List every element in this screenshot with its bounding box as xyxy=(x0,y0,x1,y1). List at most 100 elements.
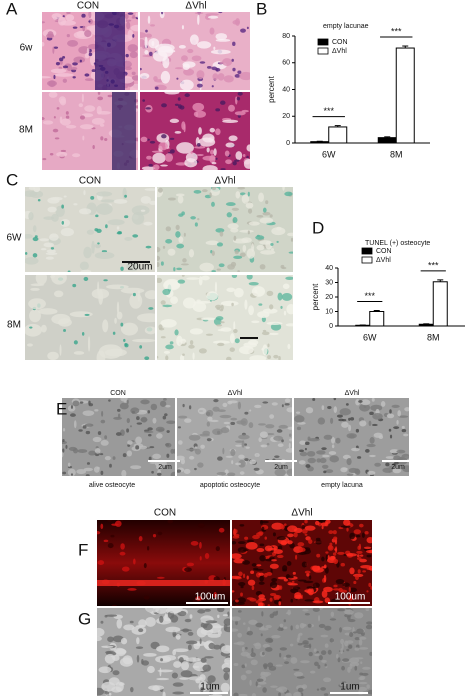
texture xyxy=(175,633,181,640)
texture xyxy=(355,428,360,433)
texture xyxy=(222,119,239,124)
texture xyxy=(72,76,76,79)
texture xyxy=(221,58,233,67)
texture xyxy=(285,448,292,453)
texture xyxy=(274,468,286,476)
texture xyxy=(219,61,225,64)
x-tick-label: 8M xyxy=(390,149,403,159)
texture xyxy=(123,624,135,631)
texture xyxy=(265,200,269,205)
texture xyxy=(145,29,148,33)
texture xyxy=(222,402,228,408)
texture xyxy=(217,342,225,347)
texture xyxy=(239,524,245,527)
texture xyxy=(199,262,214,272)
texture xyxy=(385,456,395,459)
texture xyxy=(220,427,230,434)
texture xyxy=(354,612,364,619)
texture xyxy=(221,645,230,654)
texture xyxy=(248,339,259,346)
texture xyxy=(343,520,351,526)
micrograph xyxy=(177,398,292,476)
texture xyxy=(222,447,225,455)
column-header: ΔVhl xyxy=(214,176,235,187)
texture xyxy=(285,276,293,281)
texture xyxy=(180,338,187,344)
texture xyxy=(307,637,314,641)
texture xyxy=(59,57,64,62)
texture xyxy=(253,467,260,471)
texture xyxy=(157,277,163,284)
texture xyxy=(211,161,217,165)
texture xyxy=(227,611,230,617)
texture xyxy=(130,407,140,414)
texture xyxy=(307,587,314,596)
texture xyxy=(231,302,234,307)
texture xyxy=(277,443,284,447)
texture xyxy=(126,450,133,457)
texture xyxy=(165,404,171,408)
texture xyxy=(335,546,338,554)
texture xyxy=(360,564,372,569)
texture xyxy=(299,449,304,453)
texture xyxy=(346,553,358,557)
texture xyxy=(185,640,198,645)
texture xyxy=(316,553,321,558)
texture xyxy=(254,404,262,409)
texture xyxy=(155,426,165,432)
texture xyxy=(176,335,183,347)
bar xyxy=(432,281,448,327)
texture xyxy=(224,657,230,665)
texture xyxy=(222,614,229,617)
texture xyxy=(333,398,337,401)
texture xyxy=(236,96,241,101)
texture xyxy=(269,414,275,419)
texture xyxy=(232,161,237,166)
texture xyxy=(231,58,234,62)
texture xyxy=(259,217,274,224)
texture xyxy=(321,659,327,663)
texture xyxy=(234,111,246,116)
texture xyxy=(240,28,246,33)
texture xyxy=(120,322,124,327)
texture xyxy=(300,660,310,664)
texture xyxy=(179,677,190,680)
texture xyxy=(62,448,65,453)
texture xyxy=(200,657,207,663)
texture xyxy=(176,267,182,271)
texture xyxy=(350,417,355,421)
panel-label: D xyxy=(312,218,324,237)
texture xyxy=(356,628,364,635)
texture xyxy=(215,228,225,233)
texture xyxy=(265,637,273,643)
texture xyxy=(299,547,306,552)
texture xyxy=(286,468,292,476)
texture xyxy=(287,343,291,350)
texture xyxy=(401,428,407,433)
texture xyxy=(194,446,197,449)
texture xyxy=(178,415,188,419)
texture xyxy=(269,214,273,218)
texture xyxy=(257,311,270,318)
texture xyxy=(357,545,361,550)
significance-label: *** xyxy=(391,26,402,36)
texture xyxy=(148,456,152,461)
texture xyxy=(80,269,92,272)
texture xyxy=(107,520,112,522)
texture xyxy=(229,333,235,344)
texture xyxy=(240,418,248,426)
texture xyxy=(385,462,390,467)
texture xyxy=(235,440,244,443)
texture xyxy=(266,442,270,446)
texture xyxy=(351,447,360,452)
texture xyxy=(140,209,146,212)
texture xyxy=(244,443,247,446)
texture xyxy=(210,49,231,55)
texture xyxy=(339,589,348,593)
texture xyxy=(227,223,239,230)
texture xyxy=(96,350,106,360)
micrograph-content xyxy=(97,608,230,696)
texture xyxy=(135,12,138,18)
texture xyxy=(147,15,151,24)
texture xyxy=(284,191,293,197)
